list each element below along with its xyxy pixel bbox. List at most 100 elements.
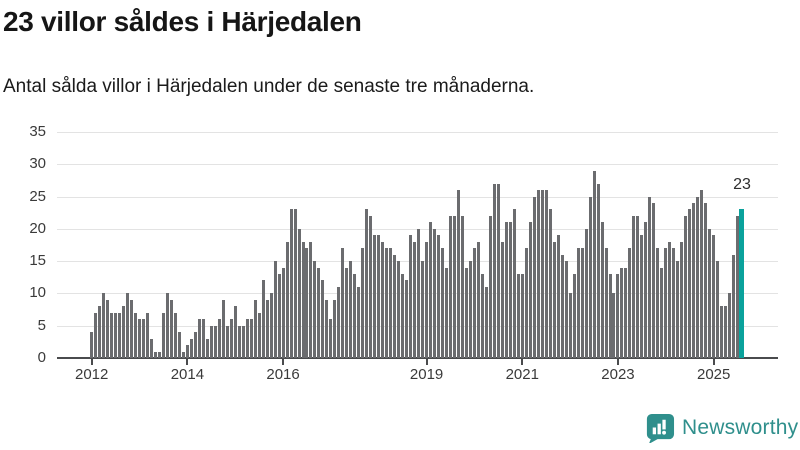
bar	[548, 209, 552, 358]
bar	[150, 338, 153, 358]
bar	[118, 312, 122, 358]
bar	[437, 235, 441, 358]
bar	[540, 190, 544, 358]
x-tick-mark	[425, 359, 428, 365]
bar	[349, 261, 353, 358]
bar	[648, 196, 652, 358]
bar	[620, 267, 624, 358]
bar	[464, 267, 468, 358]
bar	[680, 241, 684, 358]
bar	[197, 319, 201, 358]
bar	[110, 312, 114, 358]
highlight-value-label: 23	[733, 176, 751, 193]
bar	[94, 312, 98, 358]
bar	[728, 293, 732, 358]
bar	[592, 170, 596, 358]
newsworthy-wordmark: Newsworthy	[682, 415, 799, 439]
page-title: 23 villor såldes i Härjedalen	[3, 6, 362, 37]
bar	[652, 202, 656, 358]
bar	[385, 248, 389, 358]
bar	[704, 202, 708, 358]
x-tick-label: 2019	[409, 366, 444, 383]
bar	[98, 306, 102, 358]
bar	[508, 222, 512, 358]
bar	[544, 190, 548, 358]
bar	[213, 325, 217, 358]
bar	[532, 196, 536, 358]
bar	[102, 293, 106, 358]
bar	[556, 235, 560, 358]
gridline	[57, 164, 778, 166]
y-tick-label: 30	[29, 155, 46, 173]
bar	[126, 293, 130, 358]
bar	[656, 248, 660, 358]
bar	[249, 319, 253, 358]
bar	[361, 248, 365, 358]
bar	[612, 293, 616, 358]
bar	[209, 325, 213, 358]
bar	[157, 351, 161, 358]
bar	[552, 241, 556, 358]
bar	[468, 261, 472, 358]
bar	[472, 248, 476, 358]
bar	[377, 235, 381, 358]
bar	[716, 261, 720, 358]
bar	[712, 235, 716, 358]
bar	[524, 248, 528, 358]
bar	[413, 241, 417, 358]
bar	[628, 248, 632, 358]
bar	[429, 222, 433, 358]
bar	[421, 261, 425, 358]
x-tick-label: 2012	[75, 366, 109, 383]
bar	[229, 319, 233, 358]
bar	[221, 299, 225, 358]
bar	[476, 241, 480, 358]
bar	[325, 299, 329, 358]
x-tick-label: 2021	[505, 366, 539, 383]
bar	[333, 299, 337, 358]
bar	[604, 248, 608, 358]
bar	[233, 306, 237, 358]
x-tick-label: 2023	[601, 366, 635, 383]
bar	[313, 261, 317, 358]
bar	[488, 215, 492, 358]
bar	[405, 280, 409, 358]
bar	[449, 215, 453, 358]
bar	[512, 209, 516, 358]
bar	[720, 306, 724, 358]
bar	[576, 248, 580, 358]
bar	[580, 248, 584, 358]
bar	[225, 325, 229, 358]
bar	[345, 267, 349, 358]
bar	[161, 312, 165, 358]
bar	[134, 312, 138, 358]
y-tick-label: 20	[29, 219, 46, 237]
bar	[696, 196, 700, 358]
bar	[389, 248, 393, 358]
x-tick-mark	[616, 359, 619, 365]
bar	[724, 306, 728, 358]
bar	[632, 215, 636, 358]
bar	[357, 286, 361, 358]
bar	[500, 241, 504, 358]
bar	[588, 196, 592, 358]
x-tick-label: 2016	[266, 366, 300, 383]
bar	[321, 280, 325, 358]
highlighted-bar	[739, 209, 745, 358]
bar	[560, 254, 564, 358]
bar	[130, 299, 134, 358]
bar	[425, 241, 429, 358]
bar	[381, 241, 385, 358]
bar	[373, 235, 377, 358]
newsworthy-logo: Newsworthy	[644, 412, 799, 444]
bar	[106, 299, 110, 358]
bar	[217, 319, 221, 358]
bar	[700, 190, 704, 358]
bar	[305, 248, 309, 358]
bar	[496, 183, 500, 358]
bar	[114, 312, 118, 358]
x-tick-mark	[186, 359, 189, 365]
bar	[90, 332, 94, 358]
